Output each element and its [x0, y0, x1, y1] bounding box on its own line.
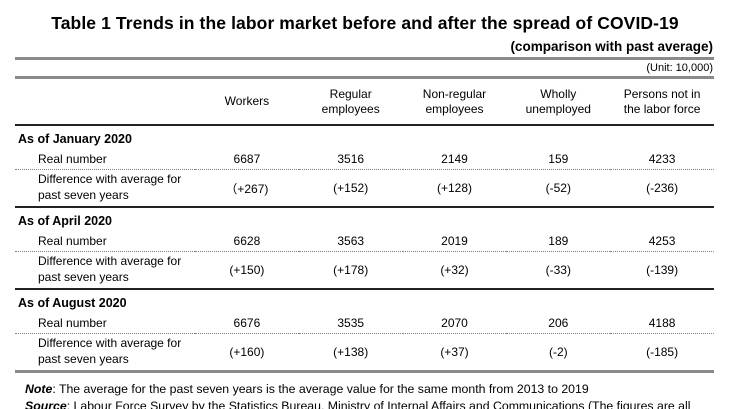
top-rule — [15, 57, 714, 60]
value-cell: 6687 — [195, 148, 299, 170]
value-cell: (-185) — [610, 333, 714, 373]
column-header-persons-not-in-labor-force: Persons not in the labor force — [610, 79, 714, 126]
section-period: As of August 2020 — [18, 295, 127, 310]
note-text: : The average for the past seven years i… — [52, 382, 589, 396]
section-header-january-2020: As of January 2020 — [15, 125, 714, 148]
unit-label: (Unit: 10,000) — [646, 62, 713, 74]
mid-rule — [15, 76, 714, 79]
value-cell: (-33) — [506, 251, 611, 290]
value-cell: 3535 — [298, 312, 403, 334]
table-header-row: Workers Regular employees Non-regular em… — [15, 79, 714, 126]
value-cell: (-139) — [610, 251, 714, 290]
section-period: As of January 2020 — [18, 131, 132, 146]
section-header-august-2020: As of August 2020 — [15, 289, 714, 312]
value-cell: (+37) — [402, 333, 507, 373]
table-row: Real number 6628 3563 2019 189 4253 — [15, 230, 714, 252]
value-cell: (-52) — [506, 169, 611, 208]
value-cell: (+138) — [298, 333, 403, 373]
footer-notes: Note: The average for the past seven yea… — [25, 381, 716, 409]
value-cell: 3563 — [298, 230, 403, 252]
value-cell: 2070 — [402, 312, 507, 334]
source-label: Source — [25, 399, 67, 409]
note-line: Note: The average for the past seven yea… — [25, 381, 710, 398]
page-title: Table 1 Trends in the labor market befor… — [51, 13, 679, 33]
labor-market-table: Workers Regular employees Non-regular em… — [15, 79, 714, 373]
row-label-real-number: Real number — [15, 230, 195, 252]
section-header-april-2020: As of April 2020 — [15, 207, 714, 230]
row-label-difference: Difference with average for past seven y… — [15, 333, 195, 373]
note-label: Note — [25, 382, 53, 396]
value-cell: (-2) — [506, 333, 611, 373]
value-cell: (+152) — [298, 169, 403, 208]
value-cell: 4188 — [610, 312, 714, 334]
source-line: Source: Labour Force Survey by the Stati… — [25, 398, 710, 409]
row-label-difference: Difference with average for past seven y… — [15, 251, 195, 290]
value-cell: 3516 — [298, 148, 403, 170]
value-cell: (+32) — [402, 251, 507, 290]
page-subtitle: (comparison with past average) — [510, 39, 713, 54]
source-text: : Labour Force Survey by the Statistics … — [66, 399, 691, 409]
row-label-difference: Difference with average for past seven y… — [15, 169, 195, 208]
value-cell: 6676 — [195, 312, 299, 334]
value-cell: (+178) — [298, 251, 403, 290]
value-cell: 6628 — [195, 230, 299, 252]
table-row: Difference with average for past seven y… — [15, 333, 714, 373]
value-cell: 2019 — [402, 230, 507, 252]
table-row: Real number 6676 3535 2070 206 4188 — [15, 312, 714, 334]
value-cell: 206 — [506, 312, 611, 334]
column-header-regular-employees: Regular employees — [298, 79, 403, 126]
table-row: Difference with average for past seven y… — [15, 251, 714, 290]
column-header-non-regular-employees: Non-regular employees — [402, 79, 507, 126]
value-cell: 4233 — [610, 148, 714, 170]
column-header-workers: Workers — [195, 79, 299, 126]
value-cell: （+267) — [195, 169, 299, 208]
difference-label-text: Difference with average for past seven y… — [38, 172, 182, 202]
table-row: Difference with average for past seven y… — [15, 169, 714, 208]
difference-label-text: Difference with average for past seven y… — [38, 336, 182, 366]
value-cell: 189 — [506, 230, 611, 252]
row-label-real-number: Real number — [15, 312, 195, 334]
value-cell: (-236) — [610, 169, 714, 208]
table-row: Real number 6687 3516 2149 159 4233 — [15, 148, 714, 170]
value-cell: 2149 — [402, 148, 507, 170]
value-cell: 159 — [506, 148, 611, 170]
value-cell: (+160) — [195, 333, 299, 373]
header-spacer — [15, 79, 195, 126]
row-label-real-number: Real number — [15, 148, 195, 170]
value-cell: (+128) — [402, 169, 507, 208]
value-cell: 4253 — [610, 230, 714, 252]
value-cell: (+150) — [195, 251, 299, 290]
column-header-wholly-unemployed: Wholly unemployed — [506, 79, 611, 126]
difference-label-text: Difference with average for past seven y… — [38, 254, 182, 284]
section-period: As of April 2020 — [18, 213, 113, 228]
